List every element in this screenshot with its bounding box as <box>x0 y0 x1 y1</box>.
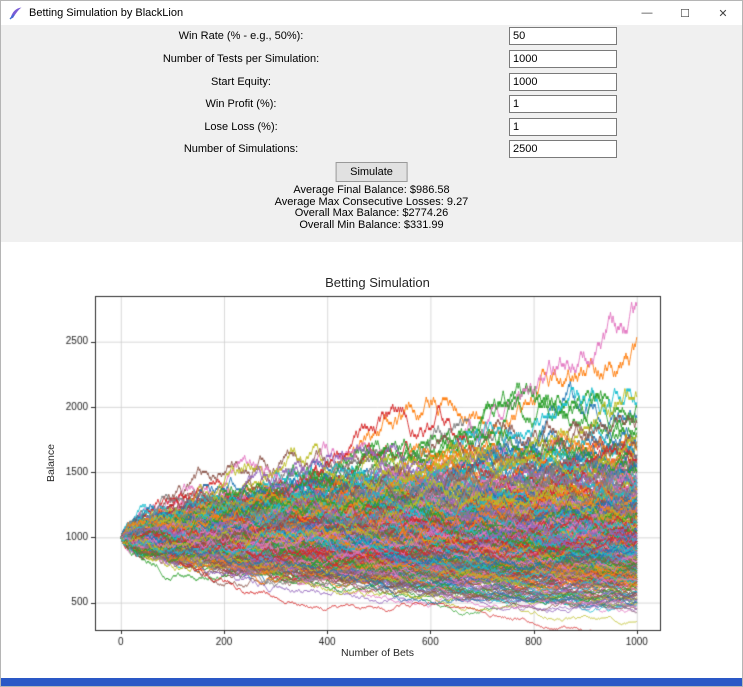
win-rate-input[interactable] <box>509 27 617 45</box>
start-equity-input[interactable] <box>509 73 617 91</box>
x-axis-label: Number of Bets <box>341 647 414 659</box>
result-line: Overall Max Balance: $2774.26 <box>294 207 449 219</box>
tests-per-simulation-label: Number of Tests per Simulation: <box>162 53 320 65</box>
app-icon <box>8 5 24 21</box>
lose-loss-label: Lose Loss (%): <box>204 121 278 133</box>
taskbar-strip <box>1 678 742 686</box>
num-simulations-input[interactable] <box>509 140 617 158</box>
chart-title: Betting Simulation <box>325 275 430 290</box>
num-simulations-label: Number of Simulations: <box>183 143 299 155</box>
result-line: Overall Min Balance: $331.99 <box>299 218 444 231</box>
window-controls: — ☐ ✕ <box>628 1 742 25</box>
lose-loss-input[interactable] <box>509 118 617 136</box>
tests-per-simulation-input[interactable] <box>509 50 617 68</box>
titlebar: Betting Simulation by BlackLion — ☐ ✕ <box>1 1 742 25</box>
result-line: Average Final Balance: $986.58 <box>293 184 450 196</box>
simulate-button[interactable]: Simulate <box>335 162 408 182</box>
results-block: Average Final Balance: $986.58 Average M… <box>1 184 742 231</box>
minimize-button[interactable]: — <box>628 1 666 25</box>
win-profit-input[interactable] <box>509 95 617 113</box>
result-line: Average Max Consecutive Losses: 9.27 <box>274 195 469 208</box>
close-button[interactable]: ✕ <box>704 1 742 25</box>
chart-section: Betting Simulation Number of Bets Balanc… <box>1 242 742 678</box>
win-rate-label: Win Rate (% - e.g., 50%): <box>178 30 304 42</box>
figure: Betting Simulation Number of Bets Balanc… <box>41 267 701 667</box>
form-panel: Win Rate (% - e.g., 50%): Number of Test… <box>1 25 742 242</box>
y-axis-label: Balance <box>45 444 57 482</box>
simulation-plot <box>41 267 701 667</box>
window-title: Betting Simulation by BlackLion <box>29 7 184 19</box>
start-equity-label: Start Equity: <box>211 76 271 88</box>
maximize-button[interactable]: ☐ <box>666 1 704 25</box>
win-profit-label: Win Profit (%): <box>205 98 277 110</box>
